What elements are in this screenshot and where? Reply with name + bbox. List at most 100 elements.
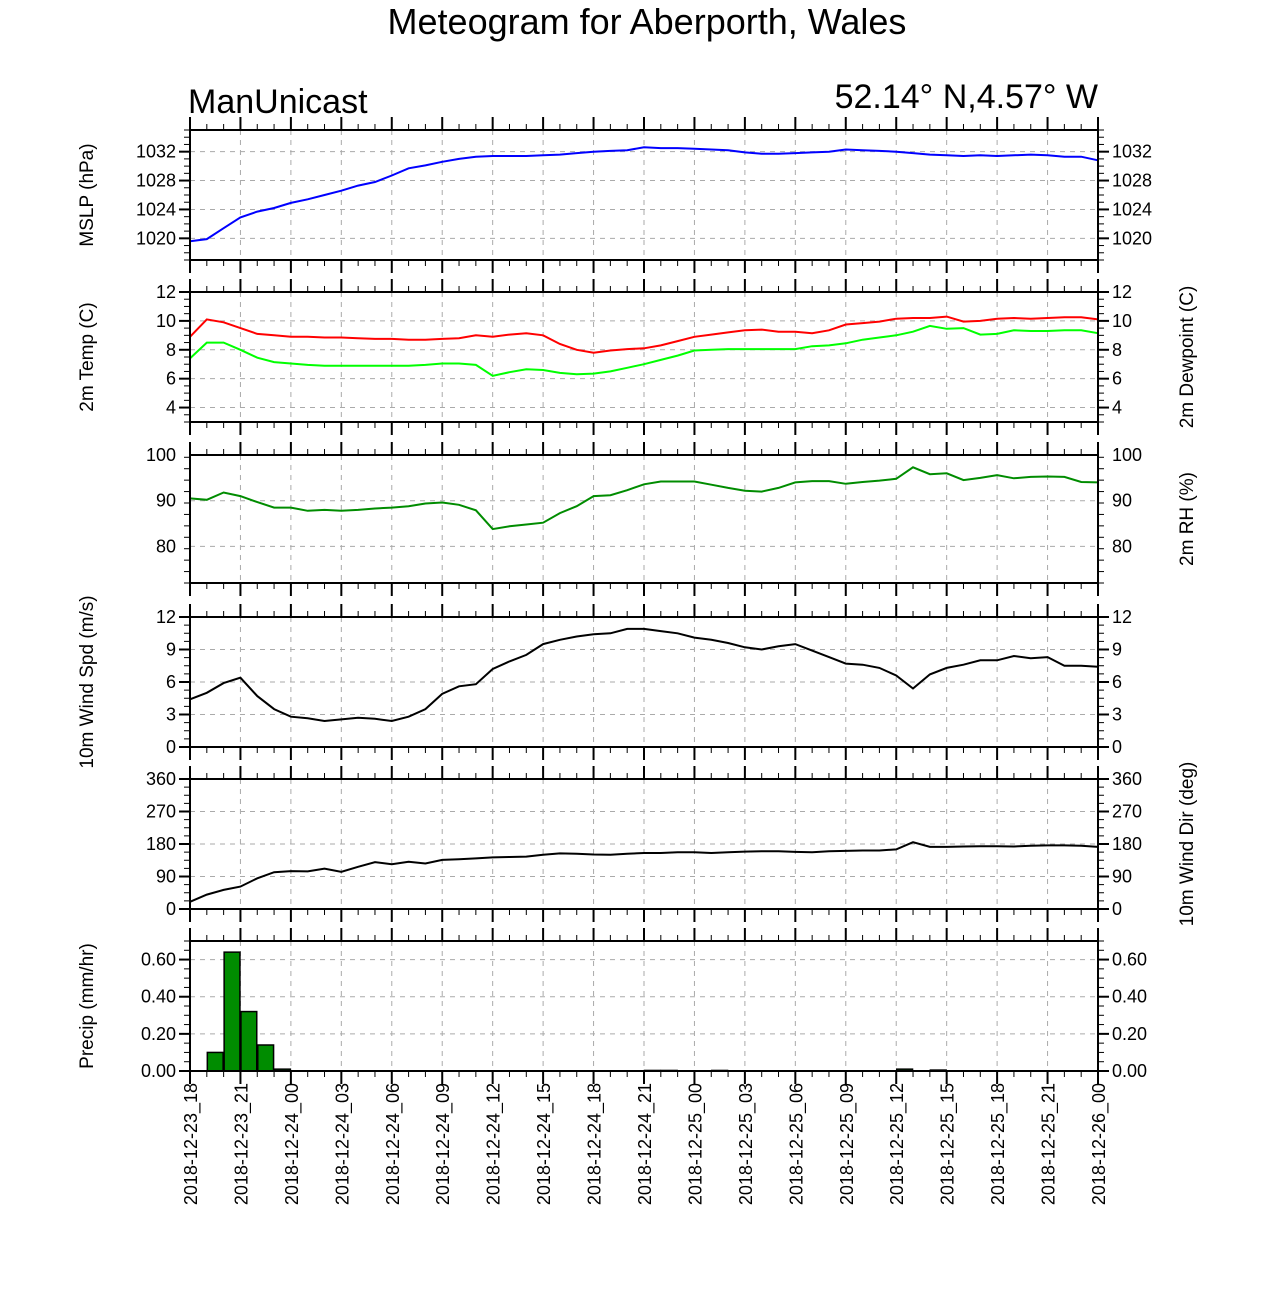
y-tick-label-right: 3 [1112,705,1122,725]
y-tick-label-left: 0.40 [141,987,176,1007]
y-tick-label-right: 0.60 [1112,950,1147,970]
mslp-series-mslp-line [189,146,1099,243]
y-tick-label-right: 90 [1112,491,1132,511]
y-tick-label-left: 6 [166,369,176,389]
y-tick-label-left: 0.20 [141,1024,176,1044]
x-tick-label: 2018-12-25_03 [736,1083,757,1205]
precip-bar [223,951,241,1072]
y-tick-label-left: 80 [156,536,176,556]
x-tick-label: 2018-12-25_15 [938,1083,959,1205]
precip-bar [240,1010,258,1072]
x-tick-label: 2018-12-26_00 [1089,1083,1110,1205]
wind_dir-series-wind-line [189,841,1099,903]
y-tick-label-right: 1020 [1112,228,1152,248]
y-tick-label-right: 180 [1112,834,1142,854]
y-tick-label-right: 4 [1112,398,1122,418]
x-tick-label: 2018-12-25_00 [685,1083,706,1205]
y-tick-label-left: 0 [166,737,176,757]
panels: 1020 1020 1024 1024 1028 1028 1032 1032 MSLP (hP… [77,117,1198,1084]
x-tick-label: 2018-12-24_00 [282,1083,303,1205]
x-tick-label: 2018-12-25_06 [786,1083,807,1205]
temp-series-temp-line [189,315,1099,354]
y-tick-label-right: 8 [1112,340,1122,360]
location-label: 52.14° N,4.57° W [835,78,1098,116]
y-tick-label-left: 10 [156,311,176,331]
x-tick-label: 2018-12-24_12 [484,1083,505,1205]
mslp-ylabel: MSLP (hPa) [77,143,98,246]
x-tick-label: 2018-12-24_15 [534,1083,555,1205]
y-tick-label-left: 0.00 [141,1061,176,1081]
panel-rh: 80 80 90 90 100 100 2m RH (%) [146,442,1198,596]
temp-series-dewpoint-line [189,324,1099,377]
chart-title: Meteogram for Aberporth, Wales [388,1,907,42]
y-tick-label-right: 80 [1112,536,1132,556]
precip-bar [206,1051,224,1072]
panel-wind_dir: 0 0 90 90 180 180 270 270 360 360 10m Wind Dir (de… [146,762,1198,927]
y-tick-label-right: 9 [1112,640,1122,660]
x-tick-label: 2018-12-23_21 [231,1083,252,1205]
y-tick-label-right: 360 [1112,769,1142,789]
wind_speed-ylabel: 10m Wind Spd (m/s) [77,595,98,768]
y-tick-label-right: 0.00 [1112,1061,1147,1081]
panel-mslp: 1020 1020 1024 1024 1028 1028 1032 1032 MSLP (hP… [77,117,1152,273]
y-tick-label-right: 1032 [1112,142,1152,162]
y-tick-label-left: 360 [146,769,176,789]
y-tick-label-right: 0.20 [1112,1024,1147,1044]
panel-temp: 4 4 6 6 8 8 10 10 12 12 2m Temp (C) 2m Dewpoint (C) [77,279,1198,435]
precip-bar [257,1044,275,1072]
y-tick-label-left: 12 [156,282,176,302]
precip-ylabel: Precip (mm/hr) [77,943,98,1069]
y-tick-label-left: 1032 [136,142,176,162]
temp-ylabel: 2m Temp (C) [77,302,98,411]
y-tick-label-left: 100 [146,445,176,465]
y-tick-label-left: 180 [146,834,176,854]
y-tick-label-right: 12 [1112,282,1132,302]
x-tick-label: 2018-12-25_21 [1039,1083,1060,1205]
x-tick-label: 2018-12-25_18 [988,1083,1009,1205]
wind_speed-series-wind-line [189,627,1099,723]
y-tick-label-left: 12 [156,607,176,627]
y-tick-label-right: 10 [1112,311,1132,331]
y-tick-label-right: 0 [1112,737,1122,757]
x-tick-label: 2018-12-24_06 [383,1083,404,1205]
x-tick-label: 2018-12-24_21 [635,1083,656,1205]
x-tick-label: 2018-12-24_09 [433,1083,454,1205]
y-tick-label-left: 6 [166,672,176,692]
model-label: ManUnicast [188,83,368,121]
y-tick-label-right: 12 [1112,607,1132,627]
y-tick-label-left: 4 [166,398,176,418]
y-tick-label-right: 90 [1112,867,1132,887]
x-tick-label: 2018-12-24_03 [332,1083,353,1205]
y-tick-label-left: 90 [156,867,176,887]
y-tick-label-right: 0.40 [1112,987,1147,1007]
y-tick-label-right: 0 [1112,899,1122,919]
y-tick-label-right: 6 [1112,369,1122,389]
x-tick-label: 2018-12-25_12 [887,1083,908,1205]
y-tick-label-right: 1024 [1112,199,1152,219]
y-tick-label-left: 1024 [136,199,176,219]
x-axis: 2018-12-23_18 2018-12-23_21 2018-12-24_00 2… [181,1083,1110,1205]
x-tick-label: 2018-12-24_18 [585,1083,606,1205]
temp-ylabel-right: 2m Dewpoint (C) [1177,286,1198,429]
y-tick-label-right: 1028 [1112,171,1152,191]
y-tick-label-left: 270 [146,802,176,822]
y-tick-label-right: 270 [1112,802,1142,822]
panel-precip: 0.00 0.00 0.20 0.20 0.40 0.40 0.60 0.60 Precip (… [77,928,1147,1084]
y-tick-label-left: 90 [156,491,176,511]
y-tick-label-left: 0.60 [141,950,176,970]
y-tick-label-left: 3 [166,705,176,725]
y-tick-label-right: 100 [1112,445,1142,465]
y-tick-label-left: 1028 [136,171,176,191]
rh-series-rh-line [189,466,1099,531]
rh-ylabel-right: 2m RH (%) [1177,472,1198,566]
y-tick-label-left: 0 [166,899,176,919]
x-tick-label: 2018-12-25_09 [837,1083,858,1205]
y-tick-label-left: 1020 [136,228,176,248]
x-tick-label: 2018-12-23_18 [181,1083,202,1205]
wind_dir-ylabel-right: 10m Wind Dir (deg) [1177,762,1198,927]
panel-wind_speed: 0 0 3 3 6 6 9 9 12 12 10m Wind Spd (m/s) [77,595,1132,768]
y-tick-label-left: 9 [166,640,176,660]
y-tick-label-right: 6 [1112,672,1122,692]
y-tick-label-left: 8 [166,340,176,360]
